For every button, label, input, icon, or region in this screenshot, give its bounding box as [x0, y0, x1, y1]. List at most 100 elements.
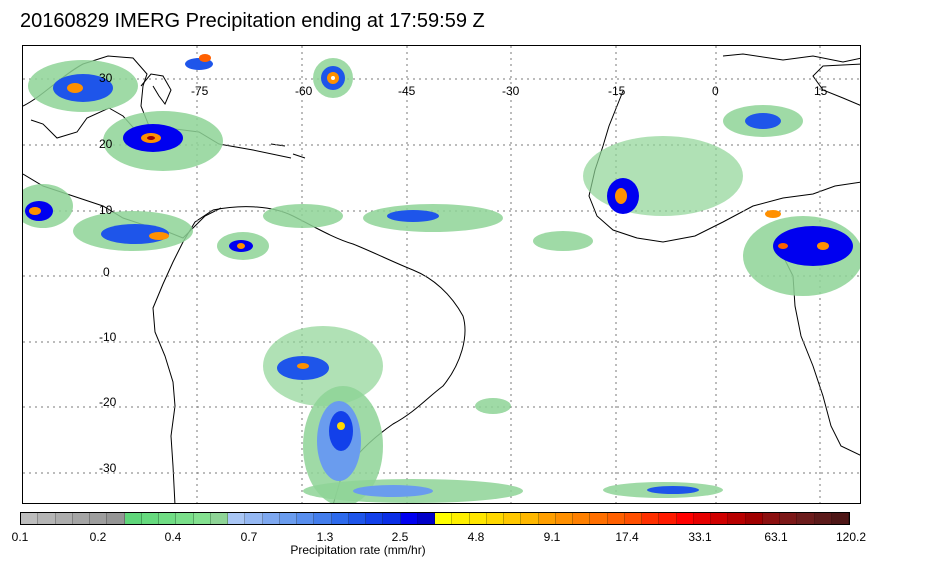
colorbar-tick-label: 0.2 [89, 530, 107, 544]
map-canvas [23, 46, 860, 503]
lat-label: 20 [99, 137, 113, 151]
colorbar-tick-label: 17.4 [615, 530, 639, 544]
colorbar-swatch [762, 513, 780, 524]
precip-hurricane [313, 58, 353, 98]
colorbar-swatch [210, 513, 228, 524]
lon-label: -30 [502, 84, 520, 98]
lon-label: -75 [191, 84, 209, 98]
lat-label: -20 [99, 395, 117, 409]
colorbar-tick-label: 33.1 [688, 530, 712, 544]
precip-heavy [817, 242, 829, 250]
colorbar-swatch [538, 513, 556, 524]
lat-label: 0 [103, 265, 110, 279]
colorbar-swatch [400, 513, 418, 524]
colorbar-swatch [797, 513, 815, 524]
colorbar-swatch [504, 513, 522, 524]
colorbar-swatch [573, 513, 591, 524]
colorbar-tick-label: 0.1 [11, 530, 29, 544]
colorbar-swatch [228, 513, 246, 524]
colorbar-swatch [452, 513, 470, 524]
colorbar-swatch [417, 513, 435, 524]
precip-heavy [778, 243, 788, 249]
colorbar-tick-label: 1.3 [316, 530, 334, 544]
colorbar-tick-label: 2.5 [391, 530, 409, 544]
lon-label: 15 [814, 84, 828, 98]
colorbar-swatch [72, 513, 90, 524]
lat-label: -10 [99, 330, 117, 344]
precip-moderate [101, 224, 169, 244]
precip-amazon [217, 232, 383, 406]
colorbar-swatch [624, 513, 642, 524]
precip-light [583, 136, 743, 216]
colorbar-swatch [693, 513, 711, 524]
colorbar-swatch [366, 513, 384, 524]
precip-moderate [773, 226, 853, 266]
precip-heavy [337, 422, 345, 430]
colorbar-swatch [676, 513, 694, 524]
colorbar-swatch [642, 513, 660, 524]
colorbar-swatch [90, 513, 108, 524]
colorbar-swatch [711, 513, 729, 524]
africa-east-coast [722, 53, 860, 63]
colorbar-swatch [814, 513, 832, 524]
colorbar-swatch [245, 513, 263, 524]
precip-central-america [23, 184, 193, 251]
colorbar-swatch [314, 513, 332, 524]
colorbar-swatch [124, 513, 142, 524]
colorbar-swatch [590, 513, 608, 524]
precip-heavy [765, 210, 781, 218]
precip-heavy [237, 243, 245, 249]
colorbar-swatch [348, 513, 366, 524]
lon-label: 0 [712, 84, 719, 98]
colorbar [20, 512, 850, 525]
colorbar-tick-label: 63.1 [764, 530, 788, 544]
precip-west-africa [583, 105, 860, 296]
precip-light [475, 398, 511, 414]
colorbar-tick-label: 120.2 [835, 530, 867, 544]
precip-moderate [387, 210, 439, 222]
lon-label: -45 [398, 84, 416, 98]
precip-moderate [353, 485, 433, 497]
colorbar-swatch [279, 513, 297, 524]
precip-heavy [199, 54, 211, 62]
lat-label: 30 [99, 71, 113, 85]
lat-label: 10 [99, 203, 113, 217]
colorbar-swatch [21, 513, 39, 524]
precip-extreme [147, 136, 155, 140]
colorbar-swatch [55, 513, 73, 524]
colorbar-swatch [297, 513, 315, 524]
precip-light [533, 231, 593, 251]
colorbar-swatch [555, 513, 573, 524]
colorbar-title: Precipitation rate (mm/hr) [290, 543, 426, 557]
colorbar-swatch [38, 513, 56, 524]
colorbar-swatch [159, 513, 177, 524]
colorbar-swatch [521, 513, 539, 524]
precip-south-atlantic [475, 398, 723, 498]
colorbar-swatch [193, 513, 211, 524]
colorbar-swatch [331, 513, 349, 524]
colorbar-swatch [607, 513, 625, 524]
colorbar-swatch [141, 513, 159, 524]
precipitation-field [23, 54, 860, 503]
colorbar-tick-label: 0.4 [164, 530, 182, 544]
precip-moderate [745, 113, 781, 129]
map-title: 20160829 IMERG Precipitation ending at 1… [20, 10, 485, 32]
precip-gulf-caribbean [28, 54, 223, 171]
colorbar-tick-label: 9.1 [543, 530, 561, 544]
colorbar-swatch [469, 513, 487, 524]
colorbar-tick-label: 4.8 [467, 530, 485, 544]
colorbar-swatch [435, 513, 453, 524]
colorbar-tick-label: 0.7 [240, 530, 258, 544]
colorbar-swatch [728, 513, 746, 524]
colorbar-swatch [780, 513, 798, 524]
colorbar-swatch [486, 513, 504, 524]
precipitation-map: -75 -60 -45 -30 -15 0 15 30 20 10 0 -10 … [22, 45, 861, 504]
precip-heavy [297, 363, 309, 369]
precip-light [263, 204, 343, 228]
precip-atlantic-itcz [263, 204, 593, 251]
precip-heavy [615, 188, 627, 204]
precip-south-america-front [303, 386, 523, 503]
precip-heavy [29, 207, 41, 215]
colorbar-swatch [107, 513, 125, 524]
precip-eye [331, 76, 335, 80]
